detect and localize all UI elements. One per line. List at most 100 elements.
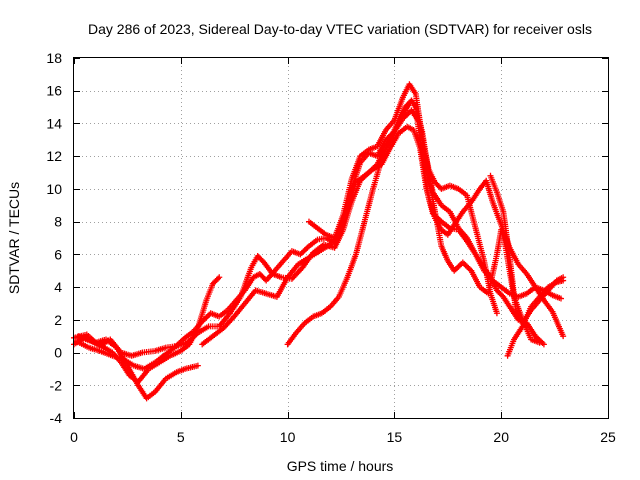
plus-marker-run: [224, 298, 238, 313]
plus-marker-run: [438, 202, 452, 214]
plus-marker-run: [284, 331, 298, 348]
plus-marker-run: [171, 336, 187, 351]
plus-marker-run: [73, 338, 91, 350]
plus-marker-run: [472, 225, 487, 262]
plus-marker-run: [353, 220, 367, 258]
plus-marker-run: [487, 172, 500, 194]
plus-marker-run: [438, 243, 450, 263]
plus-marker-run: [395, 106, 408, 124]
plus-marker: [560, 277, 567, 284]
x-tick-label: 25: [600, 429, 616, 445]
x-tick-label: 20: [493, 429, 509, 445]
plus-marker-run: [519, 305, 534, 330]
plus-marker-run: [141, 360, 157, 372]
plus-marker-run: [156, 353, 172, 366]
plus-marker-run: [515, 261, 529, 276]
plus-marker-run: [412, 91, 425, 138]
plus-marker-run: [145, 360, 161, 372]
plus-marker-run: [173, 366, 187, 376]
plus-marker-run: [493, 189, 506, 213]
plus-marker-run: [549, 308, 566, 338]
plus-marker-run: [459, 259, 473, 273]
plus-marker-run: [288, 265, 305, 282]
y-tick-label: 8: [54, 214, 62, 230]
plus-marker-run: [545, 280, 558, 291]
series-track-4: [75, 274, 223, 385]
plus-marker-run: [231, 302, 247, 320]
x-tick-label: 0: [70, 429, 78, 445]
plus-marker-run: [135, 367, 151, 385]
plus-marker-run: [280, 249, 294, 264]
plus-marker-run: [391, 96, 406, 124]
plus-marker-run: [314, 225, 328, 237]
plus-marker-run: [446, 208, 461, 230]
y-tick-label: 4: [54, 279, 62, 295]
y-tick-label: 14: [46, 115, 62, 131]
plus-marker-run: [107, 336, 123, 354]
plus-marker-run: [209, 326, 225, 340]
y-tick-label: 18: [46, 50, 62, 66]
plus-marker-run: [432, 179, 444, 191]
y-tick-label: 2: [54, 312, 62, 328]
plus-marker-run: [357, 151, 371, 166]
plus-marker-run: [316, 242, 332, 255]
plus-marker-run: [306, 249, 321, 261]
x-tick-label: 10: [280, 429, 296, 445]
plus-marker-run: [263, 269, 277, 284]
plot-frame: [73, 57, 609, 419]
plus-marker-run: [318, 305, 332, 317]
plus-marker-run: [203, 282, 215, 304]
plus-marker: [493, 310, 500, 317]
plus-marker-run: [273, 276, 290, 300]
plus-marker-run: [468, 267, 482, 289]
plus-marker-run: [254, 253, 266, 265]
plus-marker-run: [293, 321, 307, 336]
plus-marker: [560, 333, 567, 340]
plus-marker-run: [353, 174, 366, 186]
plus-marker-run: [186, 326, 200, 348]
plus-marker-run: [271, 259, 285, 274]
plus-marker-run: [455, 185, 469, 198]
plus-marker-run: [419, 133, 432, 171]
plus-marker-run: [410, 127, 423, 149]
plus-marker-run: [209, 275, 221, 287]
plus-marker-run: [438, 218, 452, 230]
series-track-7: [306, 81, 500, 317]
plus-marker: [540, 341, 547, 348]
plus-marker-run: [511, 325, 525, 343]
plus-marker-run: [374, 128, 388, 150]
plus-marker-run: [335, 276, 350, 300]
plus-marker-run: [295, 255, 311, 268]
plus-marker-run: [464, 192, 478, 230]
plus-marker-run: [284, 262, 300, 281]
series-track-5: [199, 123, 565, 348]
plus-marker-run: [370, 158, 384, 192]
plus-marker-run: [438, 183, 452, 192]
y-tick-label: 16: [46, 83, 62, 99]
plus-marker-run: [500, 293, 514, 312]
plus-marker-run: [348, 155, 363, 183]
plus-marker-run: [498, 284, 511, 296]
plus-marker-run: [378, 138, 393, 163]
plus-marker-run: [96, 347, 114, 359]
plus-marker-run: [387, 119, 401, 143]
x-axis-title: GPS time / hours: [287, 458, 394, 474]
plus-marker-run: [199, 334, 215, 348]
plus-marker-run: [301, 314, 315, 327]
plus-marker-run: [489, 199, 504, 226]
plus-marker-run: [476, 284, 490, 296]
plus-marker-run: [528, 295, 542, 310]
x-tick-label: 15: [387, 429, 403, 445]
plus-marker-run: [98, 343, 114, 355]
plus-marker-run: [464, 238, 478, 256]
plus-marker: [536, 339, 543, 346]
x-tick-label: 5: [177, 429, 185, 445]
plus-marker-run: [406, 81, 418, 96]
chart-title: Day 286 of 2023, Sidereal Day-to-day VTE…: [88, 21, 592, 37]
plus-marker-run: [233, 289, 247, 304]
y-axis-title: SDTVAR / TECUs: [6, 182, 22, 294]
plus-marker-run: [220, 315, 236, 331]
plus-marker-run: [120, 356, 135, 368]
plus-marker-run: [306, 218, 319, 230]
